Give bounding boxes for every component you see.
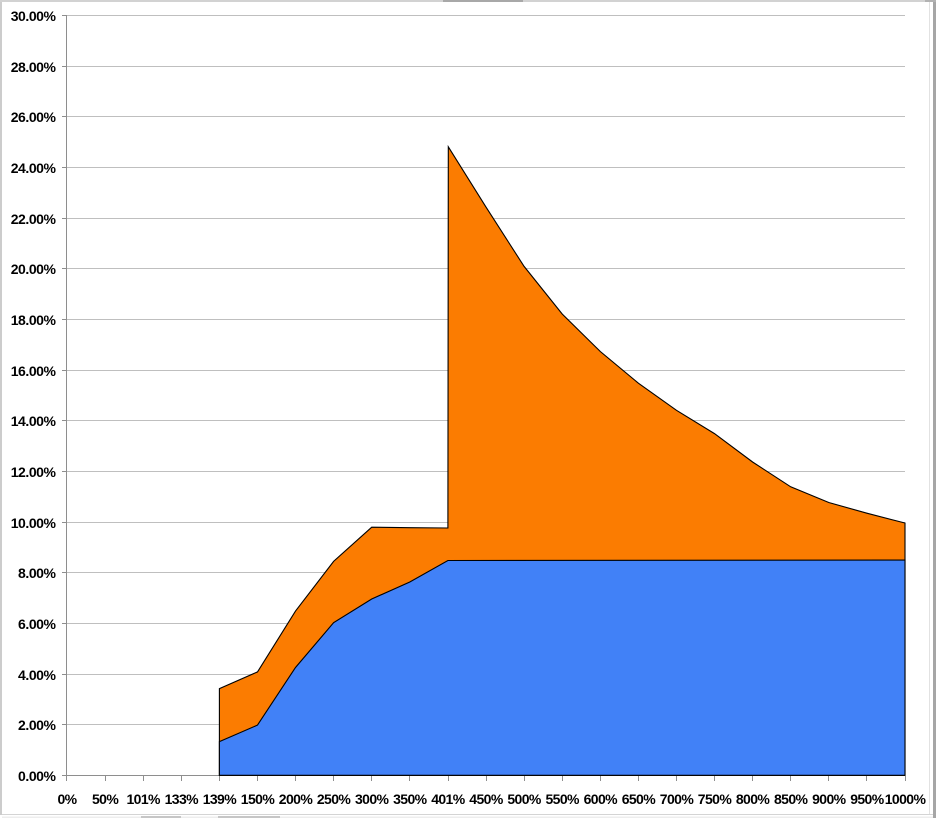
svg-text:14.00%: 14.00% (11, 413, 57, 429)
svg-text:350%: 350% (393, 791, 428, 807)
svg-text:650%: 650% (622, 791, 657, 807)
svg-text:133%: 133% (165, 791, 200, 807)
svg-text:10.00%: 10.00% (11, 515, 57, 531)
svg-text:700%: 700% (660, 791, 695, 807)
svg-text:850%: 850% (774, 791, 809, 807)
svg-text:450%: 450% (469, 791, 504, 807)
svg-text:200%: 200% (279, 791, 314, 807)
svg-text:28.00%: 28.00% (11, 59, 57, 75)
svg-text:900%: 900% (812, 791, 847, 807)
svg-text:26.00%: 26.00% (11, 109, 57, 125)
svg-text:22.00%: 22.00% (11, 211, 57, 227)
svg-text:800%: 800% (736, 791, 771, 807)
svg-text:4.00%: 4.00% (18, 667, 56, 683)
svg-text:300%: 300% (355, 791, 390, 807)
svg-text:20.00%: 20.00% (11, 261, 57, 277)
svg-text:1000%: 1000% (885, 791, 927, 807)
svg-text:101%: 101% (126, 791, 161, 807)
svg-text:24.00%: 24.00% (11, 160, 57, 176)
svg-text:2.00%: 2.00% (18, 717, 56, 733)
svg-text:0.00%: 0.00% (18, 768, 56, 784)
svg-text:600%: 600% (584, 791, 619, 807)
svg-text:401%: 401% (431, 791, 466, 807)
svg-text:139%: 139% (203, 791, 238, 807)
svg-text:550%: 550% (545, 791, 580, 807)
svg-text:150%: 150% (241, 791, 276, 807)
svg-text:750%: 750% (698, 791, 733, 807)
svg-text:12.00%: 12.00% (11, 464, 57, 480)
svg-text:16.00%: 16.00% (11, 363, 57, 379)
svg-text:30.00%: 30.00% (11, 8, 57, 24)
svg-text:50%: 50% (92, 791, 119, 807)
svg-text:8.00%: 8.00% (18, 565, 56, 581)
svg-text:250%: 250% (317, 791, 352, 807)
svg-text:950%: 950% (850, 791, 885, 807)
svg-text:0%: 0% (57, 791, 77, 807)
svg-text:6.00%: 6.00% (18, 616, 56, 632)
svg-text:500%: 500% (507, 791, 542, 807)
svg-text:18.00%: 18.00% (11, 312, 57, 328)
